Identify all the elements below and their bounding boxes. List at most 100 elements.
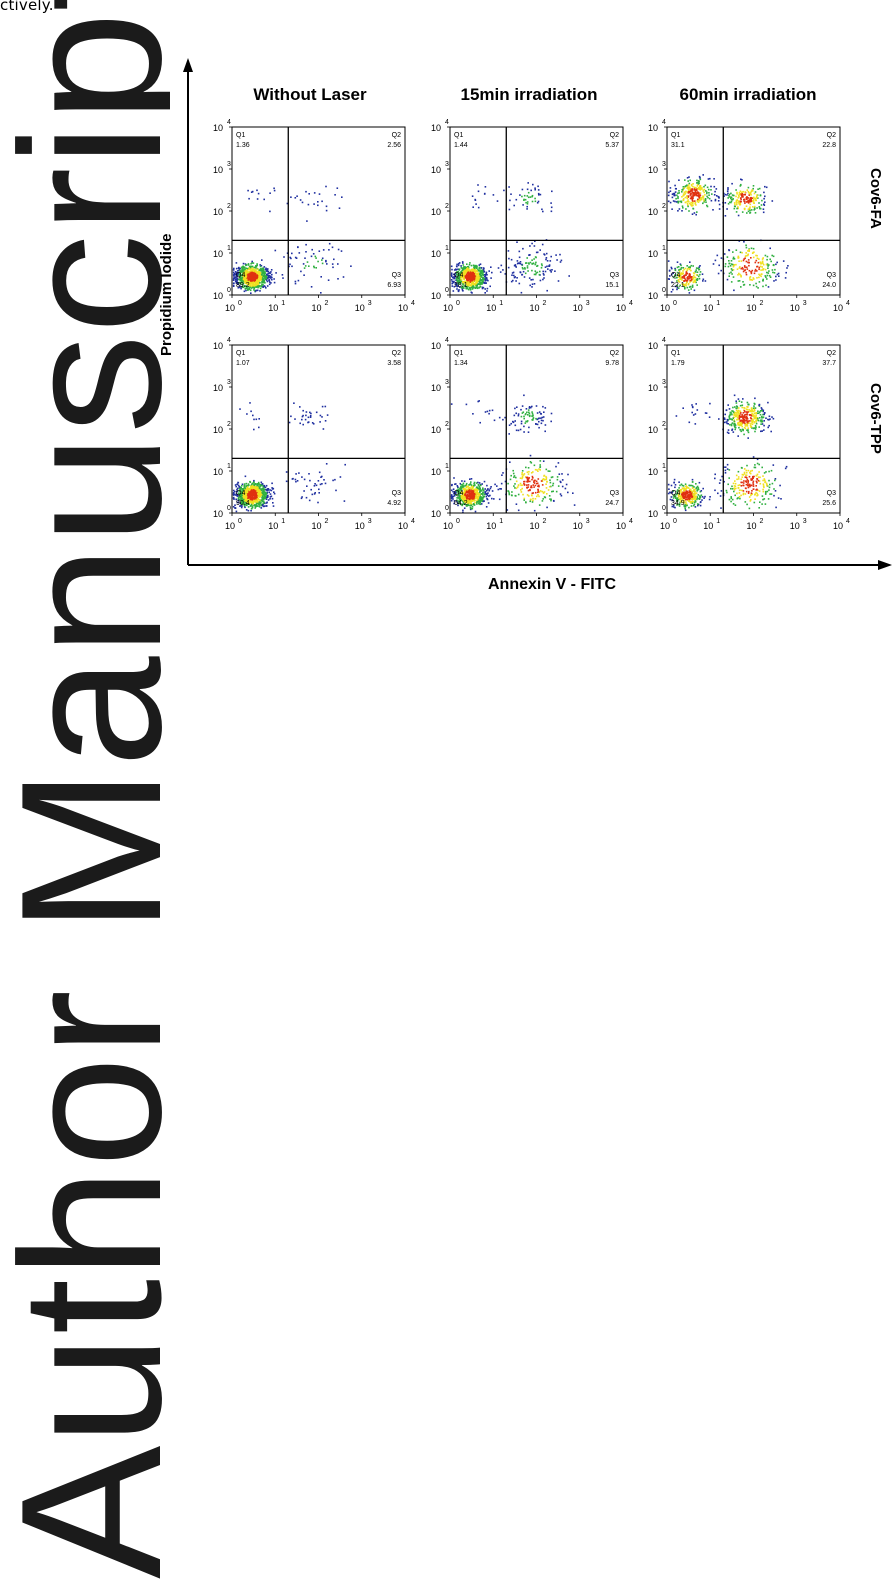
event-dot [699, 199, 701, 202]
event-dot [532, 499, 534, 502]
event-dot [767, 286, 770, 288]
event-dot [707, 196, 709, 199]
event-dot [548, 495, 551, 497]
event-dot [739, 413, 741, 415]
event-dot [239, 273, 242, 275]
event-dot [481, 286, 484, 289]
event-dot [690, 269, 692, 272]
event-dot [260, 507, 263, 509]
event-dot [252, 502, 255, 504]
event-dot [319, 483, 322, 486]
event-dot [340, 250, 343, 252]
event-dot [542, 270, 544, 273]
event-dot [461, 261, 464, 263]
event-dot [771, 200, 774, 202]
event-dot [741, 413, 743, 416]
y-tick-exponent: 0 [445, 287, 449, 294]
event-dot [544, 430, 546, 433]
event-dot [759, 420, 762, 422]
event-dot [739, 428, 742, 431]
event-dot [463, 267, 466, 270]
event-dot [755, 412, 757, 415]
event-dot [527, 486, 530, 488]
event-dot [305, 251, 307, 253]
event-dot [474, 501, 476, 504]
event-dot [302, 263, 305, 265]
event-dot [321, 405, 324, 408]
event-dot [526, 265, 529, 267]
event-dot [540, 267, 543, 269]
event-dot [350, 265, 352, 267]
event-dot [751, 427, 753, 429]
x-tick-exponent: 3 [586, 518, 590, 525]
event-dot [479, 487, 481, 490]
event-dot [696, 278, 699, 281]
event-dot [303, 478, 306, 481]
event-dot [526, 203, 529, 205]
event-dot [671, 208, 673, 210]
event-dot [232, 285, 235, 287]
event-dot [479, 275, 482, 277]
event-dot [754, 428, 757, 430]
event-dot [271, 278, 273, 281]
event-dot [260, 278, 262, 281]
event-dot [477, 400, 479, 403]
event-dot [741, 193, 743, 196]
event-dot [470, 286, 473, 289]
event-dot [482, 271, 485, 273]
event-dot [769, 418, 771, 420]
event-dot [258, 506, 261, 508]
event-dot [539, 469, 541, 471]
event-dot [705, 201, 707, 203]
event-dot [534, 240, 536, 242]
event-dot [251, 272, 254, 275]
event-dot [694, 191, 696, 194]
event-dot [672, 272, 674, 274]
event-dot [733, 394, 736, 397]
event-dot [687, 276, 689, 278]
event-dot [730, 260, 733, 262]
plot-frame [666, 126, 841, 296]
event-dot [250, 279, 252, 282]
event-dot [740, 401, 743, 403]
y-tick-base: 10 [213, 123, 223, 133]
event-dot [269, 489, 271, 491]
event-dot [537, 189, 540, 191]
event-dot [476, 496, 478, 499]
event-dot [470, 492, 473, 495]
event-dot [504, 273, 507, 275]
event-dot [257, 192, 260, 195]
event-dot [482, 286, 485, 289]
event-dot [529, 454, 532, 457]
event-dot [740, 424, 743, 426]
event-dot [470, 484, 473, 486]
event-dot [310, 255, 313, 258]
event-dot [238, 279, 241, 281]
event-dot [248, 484, 250, 486]
event-dot [682, 199, 685, 202]
event-dot [243, 278, 245, 280]
event-dot [292, 477, 294, 480]
event-dot [731, 428, 734, 431]
event-dot [263, 280, 265, 283]
event-dot [523, 473, 526, 475]
event-dot [674, 200, 676, 203]
event-dot [237, 273, 239, 275]
event-dot [487, 502, 490, 504]
event-dot [676, 266, 679, 269]
event-dot [685, 283, 688, 285]
event-dot [472, 503, 475, 506]
event-dot [270, 277, 272, 279]
event-dot [695, 274, 698, 276]
event-dot [461, 276, 463, 278]
event-dot [467, 266, 469, 268]
event-dot [232, 493, 235, 495]
event-dot [539, 193, 542, 196]
event-dot [748, 207, 751, 210]
event-dot [520, 422, 523, 425]
event-dot [466, 278, 468, 281]
event-dot [673, 192, 676, 195]
event-dot [740, 275, 742, 278]
event-dot [757, 188, 759, 190]
event-dot [294, 197, 297, 199]
